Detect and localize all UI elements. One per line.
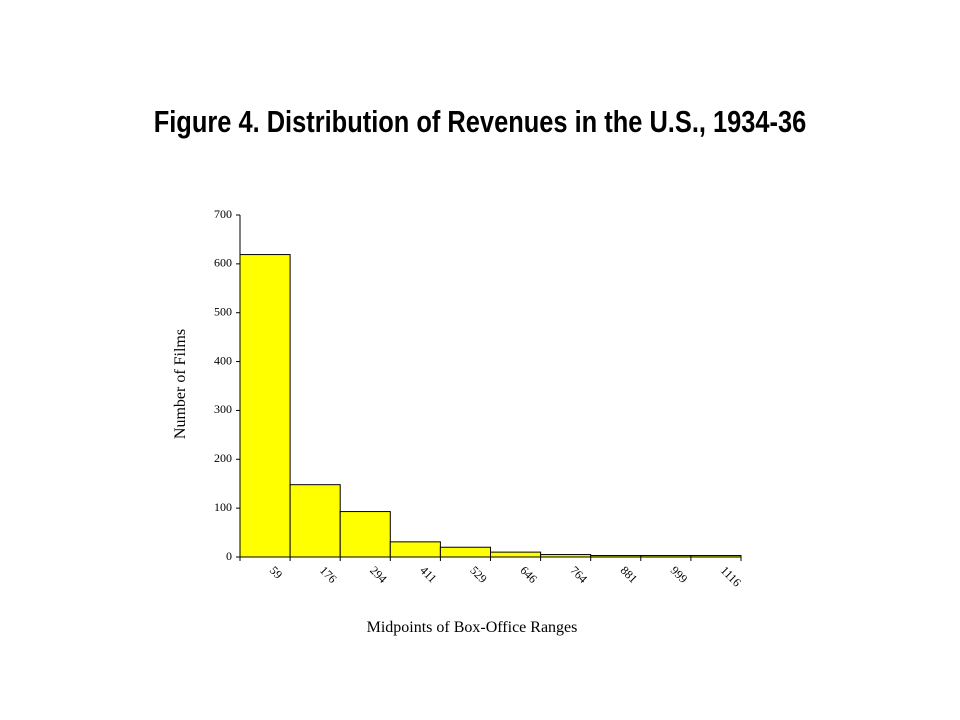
y-tick-label: 600	[214, 256, 232, 270]
chart-title: Figure 4. Distribution of Revenues in th…	[153, 104, 807, 139]
bar-646	[490, 551, 542, 558]
bar-176	[289, 484, 341, 558]
y-tick-label: 400	[214, 353, 232, 367]
x-tick-label: 646	[517, 563, 540, 586]
x-tick-label: 764	[568, 563, 591, 586]
x-tick-label: 999	[668, 563, 691, 586]
bar-59	[239, 254, 291, 558]
x-axis-title: Midpoints of Box-Office Ranges	[367, 619, 578, 636]
x-tick-label: 411	[417, 563, 439, 585]
y-tick-label: 0	[226, 549, 232, 563]
bar-529	[439, 546, 491, 558]
y-tick-label: 300	[214, 402, 232, 416]
x-tick-label: 881	[618, 563, 641, 586]
bar-411	[389, 541, 441, 558]
y-tick-label: 700	[214, 207, 232, 221]
x-tick-label: 176	[317, 563, 340, 586]
x-tick-label: 294	[367, 563, 390, 586]
y-tick-label: 100	[214, 500, 232, 514]
bars-group	[239, 254, 742, 558]
y-axis-title: Number of Films	[172, 329, 189, 439]
bar-294	[339, 511, 391, 558]
x-tick-label: 529	[467, 563, 490, 586]
x-axis: 59 176 294 411 529 646 764 881 999 1116	[239, 556, 744, 589]
y-tick-label: 200	[214, 451, 232, 465]
x-tick-label: 59	[267, 563, 285, 581]
x-tick-label: 1116	[718, 563, 744, 589]
y-tick-label: 500	[214, 304, 232, 318]
y-axis: 0 100 200 300 400 500 600 700	[214, 207, 241, 563]
